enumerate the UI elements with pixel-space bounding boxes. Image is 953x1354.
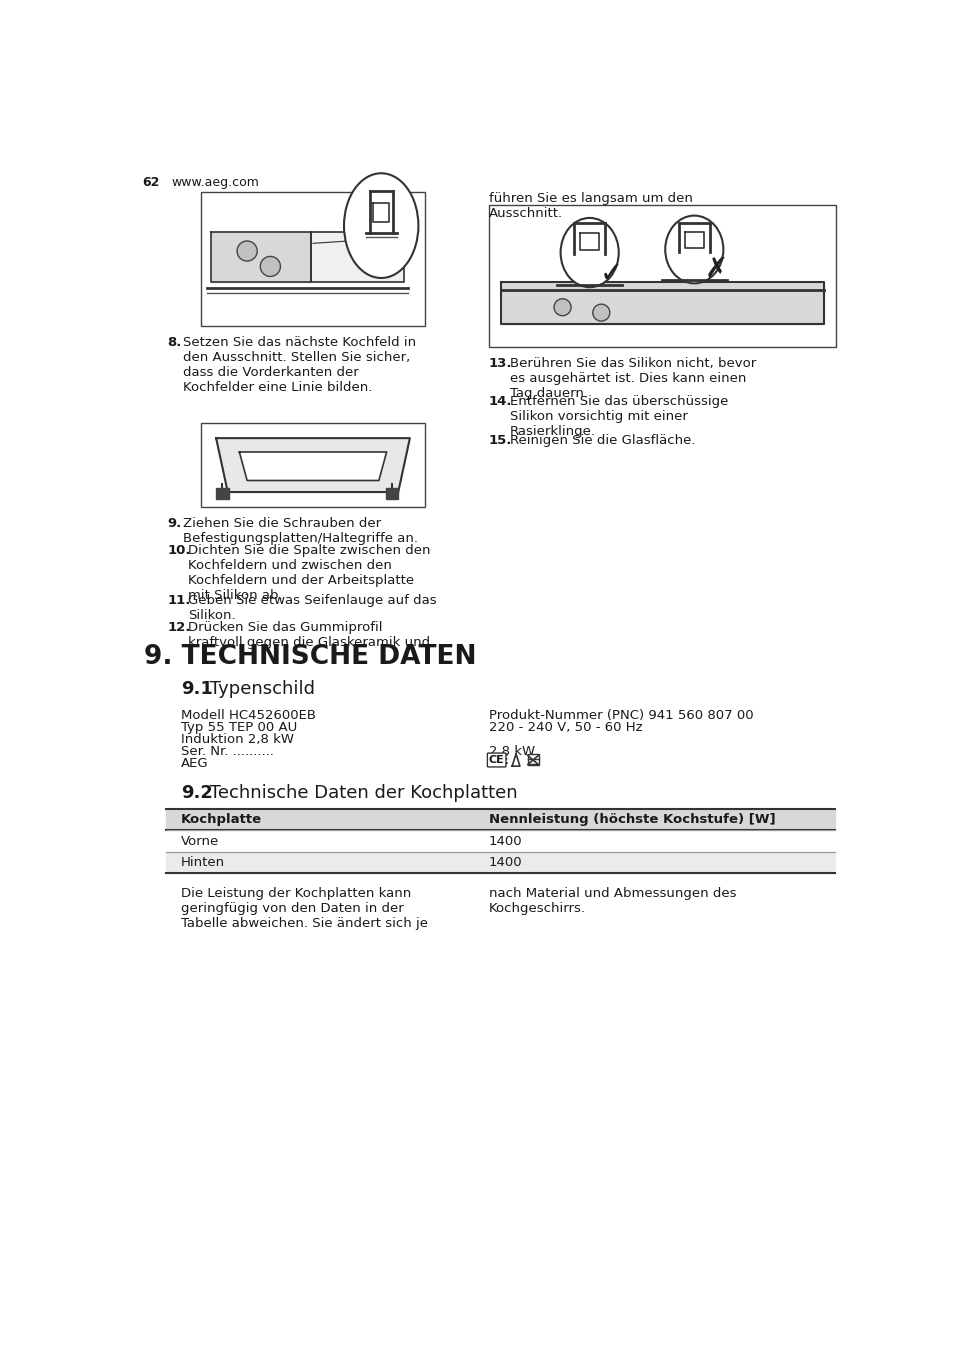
Text: Geben Sie etwas Seifenlauge auf das
Silikon.: Geben Sie etwas Seifenlauge auf das Sili… (188, 594, 436, 623)
Text: Vorne: Vorne (181, 834, 219, 848)
Text: 8.: 8. (167, 336, 181, 349)
Text: ✓: ✓ (599, 260, 622, 288)
Polygon shape (216, 439, 410, 492)
Bar (200, 192, 425, 326)
Circle shape (592, 305, 609, 321)
Text: nach Material und Abmessungen des
Kochgeschirrs.: nach Material und Abmessungen des Kochge… (488, 887, 736, 915)
Bar (166, 830, 835, 852)
Bar (166, 808, 835, 830)
Text: 9. TECHNISCHE DATEN: 9. TECHNISCHE DATEN (144, 645, 476, 670)
Text: 1400: 1400 (488, 856, 522, 869)
Text: 13.: 13. (488, 356, 512, 370)
Text: Setzen Sie das nächste Kochfeld in
den Ausschnitt. Stellen Sie sicher,
dass die : Setzen Sie das nächste Kochfeld in den A… (183, 336, 416, 394)
Text: Berühren Sie das Silikon nicht, bevor
es ausgehärtet ist. Dies kann einen
Tag da: Berühren Sie das Silikon nicht, bevor es… (509, 356, 756, 399)
Polygon shape (500, 282, 823, 324)
Text: Technische Daten der Kochplatten: Technische Daten der Kochplatten (204, 784, 517, 802)
Polygon shape (373, 203, 389, 222)
Text: www.aeg.com: www.aeg.com (172, 176, 259, 190)
Text: AEG: AEG (181, 757, 209, 770)
Text: Hinten: Hinten (181, 856, 225, 869)
Text: 9.2: 9.2 (181, 784, 213, 802)
Text: 9.1: 9.1 (181, 680, 213, 697)
Polygon shape (211, 232, 311, 282)
Text: Nennleistung (höchste Kochstufe) [W]: Nennleistung (höchste Kochstufe) [W] (488, 814, 775, 826)
Bar (200, 422, 425, 508)
Text: Kochplatte: Kochplatte (181, 814, 262, 826)
Polygon shape (311, 232, 404, 282)
Text: Modell HC452600EB: Modell HC452600EB (181, 709, 315, 722)
Polygon shape (239, 452, 386, 481)
Text: 62: 62 (142, 176, 160, 190)
Text: Reinigen Sie die Glasfläche.: Reinigen Sie die Glasfläche. (509, 435, 695, 447)
Bar (527, 754, 537, 765)
Text: 10.: 10. (167, 543, 191, 556)
Text: 2,8 kW: 2,8 kW (488, 745, 535, 758)
Text: CE: CE (488, 756, 504, 765)
Bar (166, 852, 835, 873)
Text: 11.: 11. (167, 594, 191, 608)
Polygon shape (579, 233, 598, 250)
Text: Ser. Nr. ..........: Ser. Nr. .......... (181, 745, 274, 758)
Text: Die Leistung der Kochplatten kann
geringfügig von den Daten in der
Tabelle abwei: Die Leistung der Kochplatten kann gering… (181, 887, 428, 930)
Circle shape (554, 299, 571, 315)
Circle shape (236, 241, 257, 261)
Text: ✗: ✗ (703, 255, 727, 283)
Text: 15.: 15. (488, 435, 512, 447)
Text: 9.: 9. (167, 517, 181, 529)
Text: Ziehen Sie die Schrauben der
Befestigungsplatten/Haltegriffe an.: Ziehen Sie die Schrauben der Befestigung… (183, 517, 417, 544)
Text: 1400: 1400 (488, 834, 522, 848)
Text: Produkt-Nummer (PNC) 941 560 807 00: Produkt-Nummer (PNC) 941 560 807 00 (488, 709, 753, 722)
Text: Typenschild: Typenschild (204, 680, 315, 697)
Text: 220 - 240 V, 50 - 60 Hz: 220 - 240 V, 50 - 60 Hz (488, 722, 642, 734)
Text: Induktion 2,8 kW: Induktion 2,8 kW (181, 733, 294, 746)
Bar (385, 489, 397, 500)
Ellipse shape (344, 173, 418, 278)
Text: CE: CE (488, 753, 508, 766)
Circle shape (260, 256, 280, 276)
Text: Dichten Sie die Spalte zwischen den
Kochfeldern und zwischen den
Kochfeldern und: Dichten Sie die Spalte zwischen den Koch… (188, 543, 430, 601)
FancyBboxPatch shape (487, 753, 505, 766)
Ellipse shape (560, 218, 618, 287)
Text: führen Sie es langsam um den
Ausschnitt.: führen Sie es langsam um den Ausschnitt. (488, 192, 692, 219)
Polygon shape (684, 232, 703, 248)
Text: Typ 55 TEP 00 AU: Typ 55 TEP 00 AU (181, 722, 297, 734)
Bar (488, 204, 835, 347)
Bar (216, 489, 229, 500)
Text: 14.: 14. (488, 395, 512, 409)
Ellipse shape (664, 215, 722, 283)
Text: 12.: 12. (167, 621, 191, 635)
Text: Drücken Sie das Gummiprofil
kraftvoll gegen die Glaskeramik und: Drücken Sie das Gummiprofil kraftvoll ge… (188, 621, 430, 650)
Text: Entfernen Sie das überschüssige
Silikon vorsichtig mit einer
Rasierklinge.: Entfernen Sie das überschüssige Silikon … (509, 395, 727, 439)
